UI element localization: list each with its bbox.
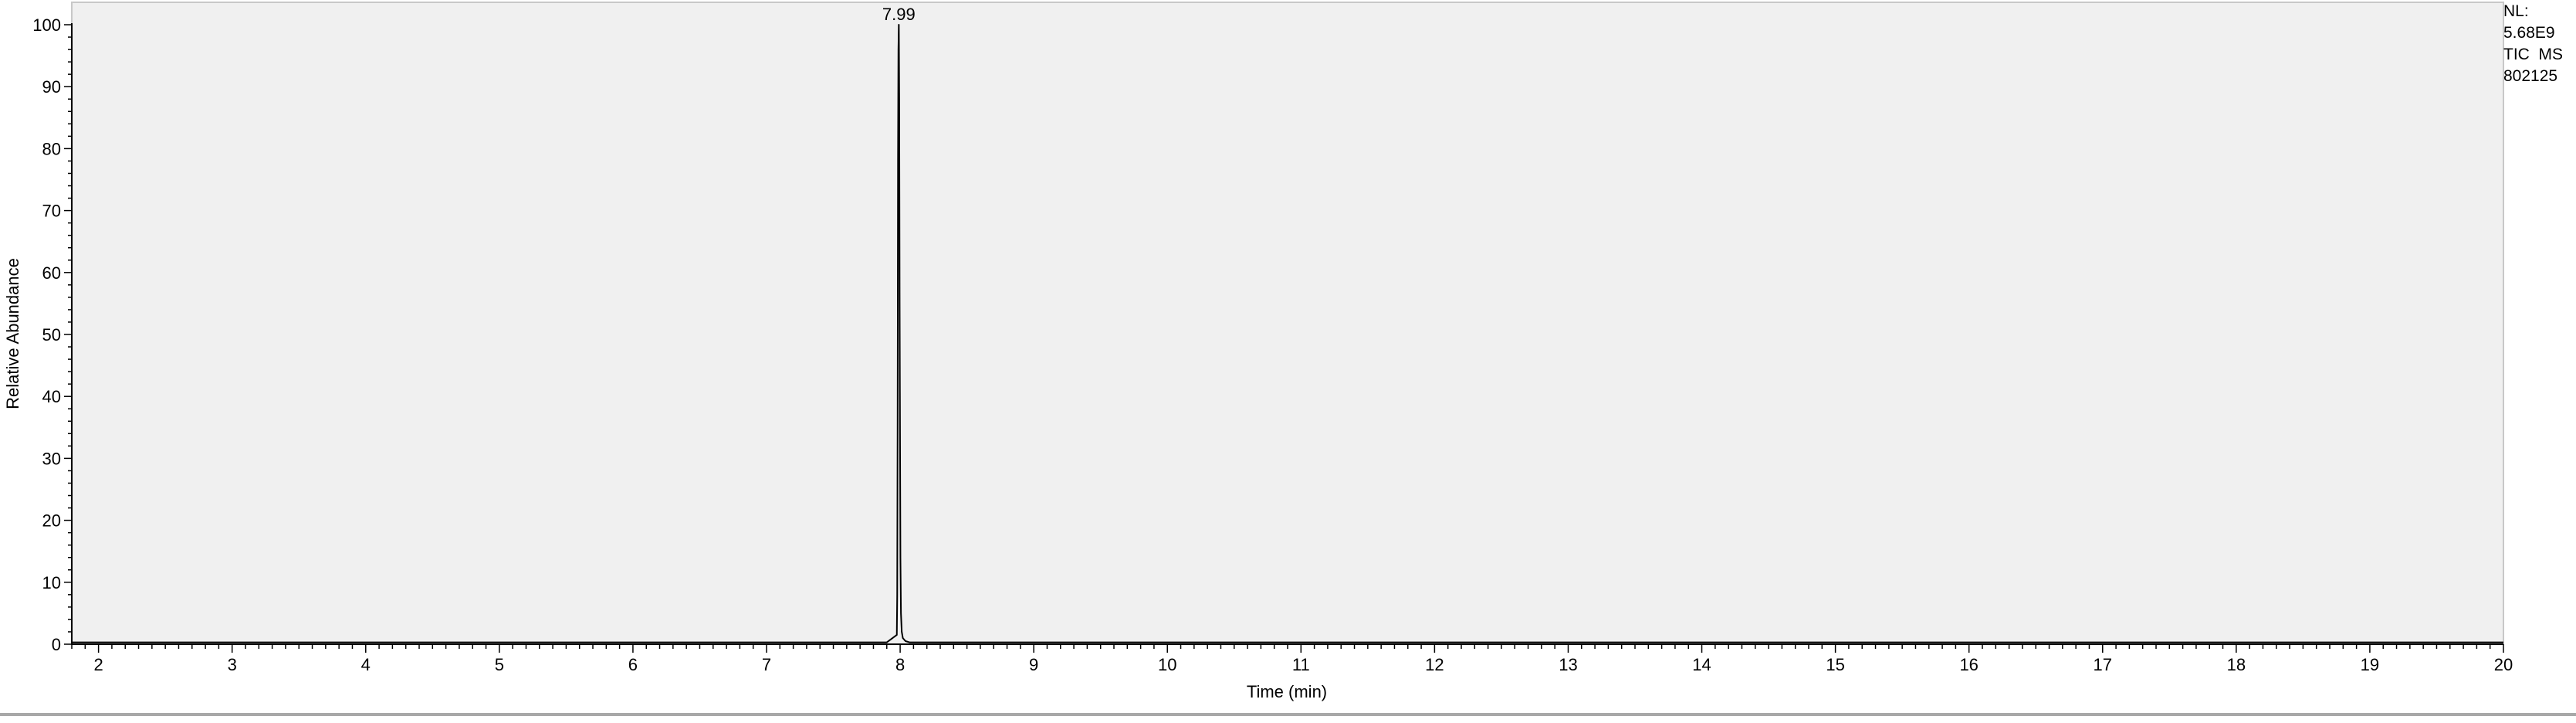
nl-value: 5.68E9 [2503,24,2555,42]
x-tick-label: 16 [1959,655,1978,674]
y-axis: 0 10 20 30 40 50 60 70 80 90 100 [32,15,73,654]
scan-filter: TIC MS [2503,46,2563,63]
y-tick-label: 50 [42,325,61,345]
tic-trace-line [72,24,2503,643]
y-tick-label: 30 [42,449,61,468]
x-tick-label: 13 [1559,655,1577,674]
x-tick-label: 14 [1692,655,1711,674]
x-tick-label: 7 [762,655,771,674]
plot-area [71,2,2504,645]
x-axis-title: Time (min) [1247,682,1327,701]
y-tick-label: 10 [42,573,61,592]
x-tick-label: 19 [2361,655,2379,674]
x-tick-label: 3 [228,655,237,674]
y-tick-label: 90 [42,77,61,97]
nl-label: NL: [2503,2,2529,20]
x-tick-label: 9 [1029,655,1038,674]
y-tick-label: 70 [42,202,61,221]
x-tick-label: 10 [1158,655,1176,674]
x-tick-label: 6 [628,655,638,674]
peak-label: 7.99 [882,5,916,24]
x-tick-label: 15 [1826,655,1844,674]
y-tick-label: 20 [42,511,61,531]
bottom-divider [0,713,2576,716]
normalization-info: NL: 5.68E9 TIC MS 802125 [2503,1,2563,87]
x-axis: 2 3 4 5 6 7 8 9 10 11 12 13 14 15 16 17 18 19 20 [71,643,2513,674]
peak-label-group: 7.99 [882,5,916,24]
y-tick-label: 100 [32,15,61,35]
x-tick-label: 5 [495,655,504,674]
y-tick-label: 60 [42,263,61,283]
series-group [72,24,2503,643]
sample-name: 802125 [2503,67,2558,85]
x-tick-label: 20 [2494,655,2513,674]
x-tick-label: 4 [361,655,371,674]
x-tick-label: 12 [1425,655,1444,674]
x-tick-label: 17 [2094,655,2112,674]
y-tick-label: 80 [42,139,61,158]
x-tick-label: 18 [2227,655,2246,674]
x-tick-label: 11 [1292,655,1310,674]
y-axis-title: Relative Abundance [3,258,22,409]
x-tick-label: 2 [93,655,103,674]
x-tick-label: 8 [895,655,905,674]
y-tick-label: 0 [52,635,61,654]
y-tick-label: 40 [42,387,61,406]
